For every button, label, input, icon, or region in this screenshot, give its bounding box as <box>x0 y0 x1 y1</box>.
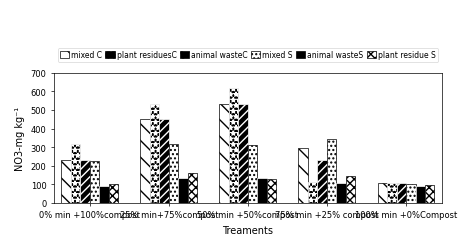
Bar <box>308 183 318 203</box>
Bar <box>90 161 99 203</box>
Bar <box>61 160 71 203</box>
Bar <box>150 105 159 203</box>
Bar <box>378 184 387 203</box>
Bar <box>327 139 337 203</box>
Bar <box>267 179 276 203</box>
Bar <box>257 178 267 203</box>
Bar <box>219 105 229 203</box>
Bar <box>159 120 169 203</box>
Bar <box>238 105 248 203</box>
Bar <box>248 146 257 203</box>
Y-axis label: NO3-mg kg⁻¹: NO3-mg kg⁻¹ <box>15 106 25 170</box>
Bar <box>318 160 327 203</box>
Bar <box>425 186 435 203</box>
Bar <box>178 178 188 203</box>
Bar <box>406 184 416 203</box>
Legend: mixed C, plant residuesC, animal wasteC, mixed S, animal wasteS, plant residue S: mixed C, plant residuesC, animal wasteC,… <box>58 49 438 62</box>
X-axis label: Treaments: Treaments <box>222 225 273 235</box>
Bar <box>229 88 238 203</box>
Bar <box>71 145 80 203</box>
Bar <box>188 174 197 203</box>
Bar <box>397 184 406 203</box>
Bar <box>299 148 308 203</box>
Bar <box>99 186 109 203</box>
Bar <box>140 120 150 203</box>
Bar <box>387 184 397 203</box>
Bar <box>80 160 90 203</box>
Bar <box>346 176 356 203</box>
Bar <box>416 186 425 203</box>
Bar <box>337 184 346 203</box>
Bar <box>169 145 178 203</box>
Bar <box>109 184 118 203</box>
